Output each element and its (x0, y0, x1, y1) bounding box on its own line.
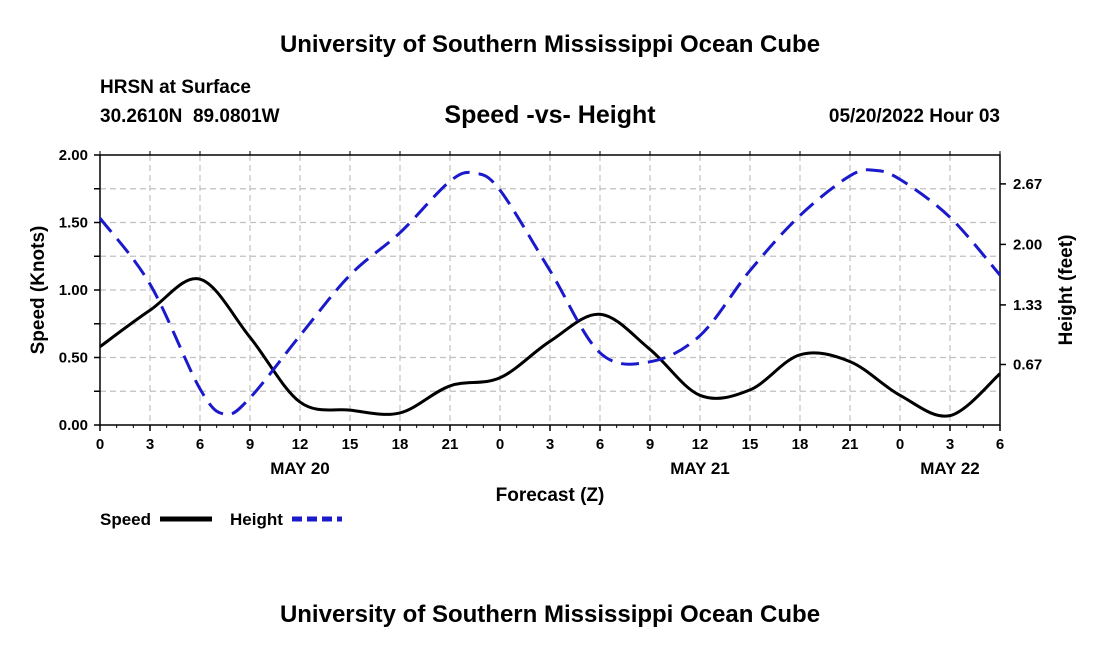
chart-title: Speed -vs- Height (444, 101, 656, 129)
date-label: MAY 20 (270, 459, 330, 478)
x-tick-label: 12 (292, 436, 309, 453)
x-tick-label: 6 (996, 436, 1004, 453)
x-tick-label: 3 (946, 436, 954, 453)
date-label: MAY 21 (670, 459, 730, 478)
y2-tick-label: 2.00 (1013, 236, 1042, 253)
footer-title: University of Southern Mississippi Ocean… (279, 601, 821, 628)
series-line-speed (99, 277, 1002, 418)
x-tick-label: 0 (496, 436, 504, 453)
y-tick-label: 2.00 (59, 147, 88, 164)
date-label: MAY 22 (920, 459, 980, 478)
legend-label-speed: Speed (100, 510, 151, 529)
x-tick-label: 3 (546, 436, 554, 453)
x-tick-label: 15 (742, 436, 759, 453)
x-tick-label: 21 (442, 436, 459, 453)
forecast-datetime: 05/20/2022 Hour 03 (828, 106, 1000, 127)
x-tick-label: 21 (842, 436, 859, 453)
y2-tick-label: 2.67 (1013, 176, 1042, 193)
y-axis-title: Speed (Knots) (28, 226, 49, 355)
station-coordinates: 30.2610N 89.0801W (100, 106, 280, 127)
x-tick-label: 9 (246, 436, 254, 453)
x-tick-label: 18 (392, 436, 409, 453)
x-tick-label: 9 (646, 436, 654, 453)
y-tick-label: 0.00 (59, 417, 88, 434)
x-axis-title: Forecast (Z) (496, 485, 605, 506)
x-tick-label: 0 (96, 436, 104, 453)
x-tick-label: 18 (792, 436, 809, 453)
series-line-height (98, 168, 1002, 416)
x-tick-label: 15 (342, 436, 359, 453)
y-tick-label: 1.50 (59, 215, 88, 232)
x-tick-label: 3 (146, 436, 154, 453)
y2-tick-label: 0.67 (1013, 356, 1042, 373)
y2-tick-label: 1.33 (1013, 297, 1042, 314)
y2-axis-title: Height (feet) (1056, 235, 1077, 346)
x-tick-label: 6 (596, 436, 604, 453)
page-title: University of Southern Mississippi Ocean… (279, 31, 821, 58)
y-tick-label: 1.00 (59, 282, 88, 299)
station-label: HRSN at Surface (100, 77, 251, 98)
x-tick-label: 12 (692, 436, 709, 453)
x-tick-label: 0 (896, 436, 904, 453)
x-tick-label: 6 (196, 436, 204, 453)
legend-label-height: Height (230, 510, 283, 529)
y-tick-label: 0.50 (59, 350, 88, 367)
